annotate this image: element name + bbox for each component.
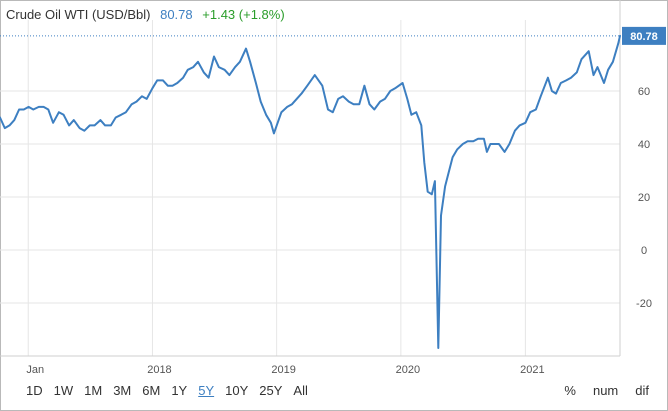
chart-grid — [0, 0, 621, 357]
range-button-6m[interactable]: 6M — [142, 383, 161, 398]
last-price: 80.78 — [160, 7, 193, 22]
range-selector: 1D 1W 1M 3M 6M 1Y 5Y 10Y 25Y All — [21, 383, 314, 398]
range-button-all[interactable]: All — [293, 383, 308, 398]
chart-header: Crude Oil WTI (USD/Bbl) 80.78 +1.43 (+1.… — [6, 7, 285, 22]
x-tick-label: 2021 — [520, 364, 544, 376]
price-line[interactable] — [0, 34, 621, 349]
last-price-tag-label: 80.78 — [630, 31, 658, 43]
range-button-10y[interactable]: 10Y — [225, 383, 249, 398]
x-tick-label: 2018 — [147, 364, 171, 376]
y-tick-label: 40 — [638, 139, 650, 151]
range-button-1d[interactable]: 1D — [26, 383, 43, 398]
range-button-1y[interactable]: 1Y — [171, 383, 188, 398]
x-tick-label: 2020 — [396, 364, 420, 376]
last-price-tag-bg — [622, 26, 666, 45]
x-axis: Jan 2018 2019 2020 2021 — [26, 364, 544, 376]
y-tick-label: -20 — [636, 298, 652, 310]
x-tick-label: 2019 — [271, 364, 295, 376]
y-tick-label: 0 — [641, 245, 647, 257]
y-axis: -20 0 20 40 60 — [636, 86, 652, 310]
y-tick-label: 60 — [638, 86, 650, 98]
range-button-3m[interactable]: 3M — [113, 383, 132, 398]
range-button-1m[interactable]: 1M — [84, 383, 103, 398]
display-mode-selector: % num dif — [547, 383, 649, 398]
price-series[interactable] — [0, 34, 621, 349]
chart-title: Crude Oil WTI (USD/Bbl) — [6, 7, 151, 22]
range-button-25y[interactable]: 25Y — [259, 383, 283, 398]
chart-toolbar: 1D 1W 1M 3M 6M 1Y 5Y 10Y 25Y All % num dif — [0, 381, 668, 403]
x-tick-label: Jan — [26, 364, 44, 376]
range-button-1w[interactable]: 1W — [53, 383, 74, 398]
mode-button-dif[interactable]: dif — [635, 383, 649, 398]
mode-button-percent[interactable]: % — [564, 383, 576, 398]
price-change: +1.43 (+1.8%) — [202, 7, 285, 22]
range-button-5y[interactable]: 5Y — [198, 383, 215, 398]
y-tick-label: 20 — [638, 192, 650, 204]
last-price-tag: 80.78 — [622, 26, 666, 45]
mode-button-num[interactable]: num — [592, 383, 619, 398]
